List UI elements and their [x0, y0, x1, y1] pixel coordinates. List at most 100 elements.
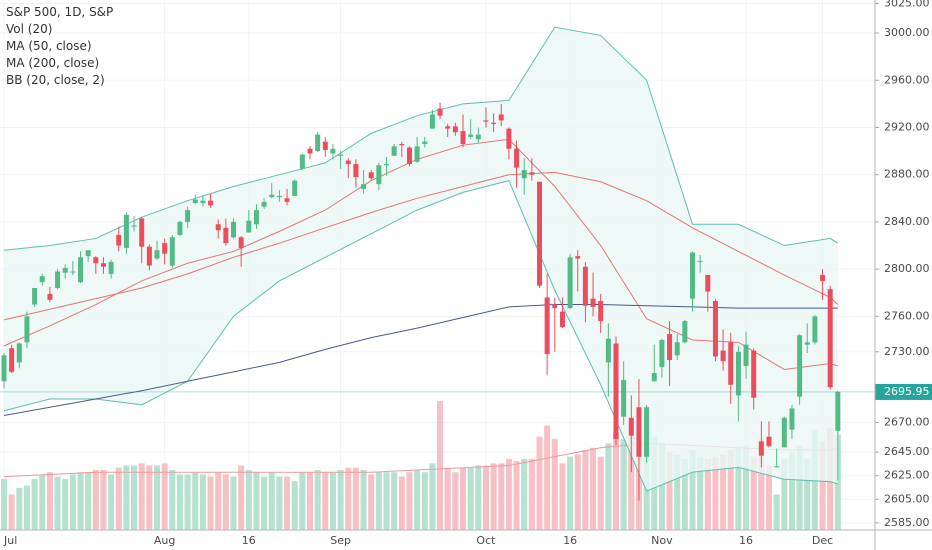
candle-body [223, 227, 229, 244]
y-tick-label: 2585.00 [884, 516, 930, 529]
candle-body [590, 298, 596, 307]
candle-body [728, 342, 734, 385]
candle-body [697, 260, 703, 262]
volume-bar [528, 458, 535, 530]
y-tick-label: 2670.00 [884, 416, 930, 429]
y-tick-label: 2625.00 [884, 469, 930, 482]
volume-bar [758, 438, 765, 530]
candle-body [100, 263, 106, 267]
candle-body [437, 108, 443, 116]
candle-body [192, 199, 198, 204]
volume-bar [92, 470, 99, 530]
candle-body [299, 154, 305, 169]
candle-body [659, 339, 665, 368]
candle-body [475, 134, 481, 140]
candle-body [498, 114, 504, 121]
candle-body [460, 131, 466, 145]
candle-body [276, 195, 282, 198]
volume-bar [590, 447, 597, 530]
candle-body [177, 221, 183, 235]
candle-body [108, 262, 114, 274]
volume-bar [735, 447, 742, 530]
candle-body [521, 169, 527, 179]
candle-body [537, 181, 542, 286]
volume-bar [268, 472, 275, 530]
candle-body [200, 200, 206, 204]
volume-bar [23, 485, 30, 530]
volume-bar [482, 465, 489, 530]
candle-body [682, 321, 688, 343]
volume-bar [138, 463, 145, 530]
volume-bar [613, 432, 619, 530]
candle-body [651, 373, 657, 382]
candle-body [78, 257, 83, 283]
volume-bar [176, 474, 183, 530]
volume-bar [460, 467, 466, 530]
candle-body [406, 147, 412, 165]
volume-bar [666, 452, 673, 530]
volume-bar [375, 472, 382, 530]
candle-body [9, 348, 15, 372]
volume-bar [498, 463, 505, 530]
bb-lower [3, 180, 838, 492]
candle-body [690, 252, 695, 299]
volume-bar [69, 474, 76, 530]
volume-bar [108, 474, 115, 530]
legend: S&P 500, 1D, S&P Vol (20) MA (50, close) MA… [6, 4, 113, 89]
candle-body [422, 141, 428, 145]
volume-bar [406, 472, 413, 530]
volume-bar [567, 456, 574, 530]
candle-body [636, 407, 642, 457]
candle-body [781, 417, 787, 448]
candle-body [674, 342, 680, 356]
volume-bar [284, 476, 291, 530]
candle-body [55, 271, 61, 289]
candle-body [338, 154, 344, 156]
volume-bar [261, 476, 268, 530]
volume-bar [574, 454, 581, 530]
volume-bar [360, 470, 367, 530]
candle-body [506, 128, 512, 149]
bb-fill [4, 27, 838, 492]
volume-bar [352, 467, 359, 530]
candle-body [131, 225, 137, 227]
volume-bar [505, 458, 512, 530]
volume-bar [1, 478, 7, 530]
candle-body [261, 201, 267, 207]
last-price-box [875, 383, 932, 400]
volume-bar [674, 454, 681, 530]
x-tick-label: 16 [563, 534, 577, 547]
volume-bar [536, 436, 543, 530]
candle-body [598, 301, 604, 322]
volume-bar [398, 476, 405, 530]
volume-bar [54, 476, 61, 530]
volume-bar [154, 465, 160, 530]
volume-bar [452, 472, 459, 530]
candle-body [169, 237, 175, 266]
candle-body [582, 266, 588, 306]
volume-bar [521, 458, 528, 530]
volume-bar [444, 467, 451, 530]
candle-body [384, 164, 389, 166]
candle-body [146, 246, 152, 266]
volume-bar [559, 463, 566, 530]
candle-body [253, 210, 259, 225]
volume-bar [329, 472, 336, 530]
candle-body [123, 214, 129, 248]
legend-entry: MA (50, close) [6, 39, 92, 53]
x-tick-label: 16 [739, 534, 753, 547]
volume-bar [750, 456, 757, 530]
volume-bar [467, 467, 474, 530]
candle-body [452, 126, 458, 133]
volume-bar [291, 481, 298, 530]
volume-bar [77, 472, 84, 530]
volume-bar [184, 474, 191, 530]
candle-body [575, 256, 581, 259]
volume-bar [215, 472, 222, 530]
candle-body [613, 343, 619, 440]
legend-entry: BB (20, close, 2) [6, 73, 105, 87]
candle-body [139, 218, 145, 247]
candle-body [429, 114, 435, 129]
legend-entry: Vol (20) [6, 22, 53, 36]
